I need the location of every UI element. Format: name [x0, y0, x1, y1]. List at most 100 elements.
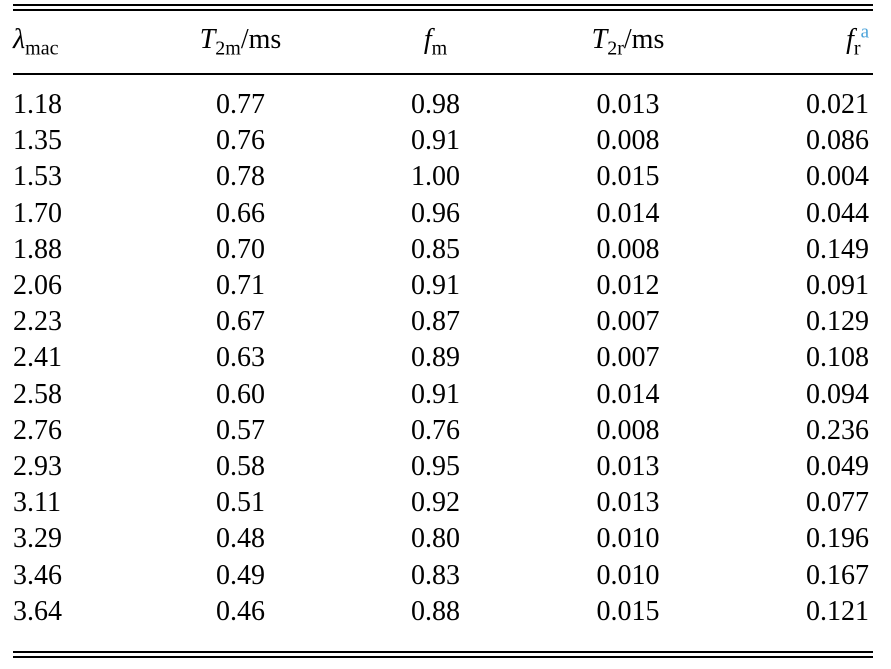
table-row: 2.23 0.67 0.87 0.007 0.129	[13, 304, 873, 340]
table-cell: 0.094	[806, 378, 869, 410]
table-cell: 3.64	[13, 595, 62, 627]
table-cell: 0.236	[806, 414, 869, 446]
table-cell: 0.95	[411, 451, 460, 483]
table-cell: 0.049	[806, 451, 869, 483]
table-cell: 1.88	[13, 233, 62, 265]
table-cell: 0.012	[596, 270, 660, 302]
table-cell: 0.013	[596, 487, 660, 519]
header-subscript: mac	[25, 37, 59, 60]
footnote-marker: a	[860, 21, 869, 43]
table-cell: 0.108	[806, 342, 869, 374]
header-subscript: 2r	[607, 37, 624, 60]
table-row: 3.29 0.48 0.80 0.010 0.196	[13, 521, 873, 557]
column-header-t2m: T2m/ms	[133, 11, 348, 75]
table-cell: 0.83	[411, 559, 460, 591]
table-row: 2.41 0.63 0.89 0.007 0.108	[13, 340, 873, 376]
table-cell: 0.88	[411, 595, 460, 627]
table-cell: 2.23	[13, 306, 62, 338]
header-symbol: f	[846, 23, 854, 55]
table-cell: 0.007	[596, 342, 660, 374]
table-cell: 0.008	[596, 233, 660, 265]
table-cell: 0.89	[411, 342, 460, 374]
table-cell: 0.008	[596, 414, 660, 446]
table-cell: 0.49	[216, 559, 265, 591]
table-cell: 0.91	[411, 378, 460, 410]
table-cell: 0.63	[216, 342, 265, 374]
table-container: λmac T2m/ms fm T2r/ms fra 1.18 0.77 0.98 0.…	[13, 4, 873, 659]
table-cell: 0.91	[411, 270, 460, 302]
table-cell: 0.48	[216, 523, 265, 555]
table-cell: 0.021	[806, 89, 869, 120]
table-cell: 2.06	[13, 270, 62, 302]
table-header: λmac T2m/ms fm T2r/ms fra	[13, 11, 873, 75]
table-cell: 1.18	[13, 89, 62, 120]
table-cell: 0.58	[216, 451, 265, 483]
table-cell: 3.29	[13, 523, 62, 555]
header-unit: /ms	[623, 23, 665, 55]
table-row: 3.46 0.49 0.83 0.010 0.167	[13, 558, 873, 594]
table-row: 1.88 0.70 0.85 0.008 0.149	[13, 232, 873, 268]
table-cell: 0.80	[411, 523, 460, 555]
table-cell: 0.76	[216, 125, 265, 157]
header-symbol: f	[423, 23, 432, 55]
header-subscript: 2m	[215, 37, 241, 60]
table-cell: 0.70	[216, 233, 265, 265]
table-cell: 0.077	[806, 487, 869, 519]
table-row: 3.64 0.46 0.88 0.015 0.121	[13, 594, 873, 651]
table-cell: 1.53	[13, 161, 62, 193]
table-cell: 0.013	[596, 451, 660, 483]
column-header-lambda-mac: λmac	[13, 11, 133, 75]
table-cell: 0.196	[806, 523, 869, 555]
header-subscript: r	[853, 37, 861, 60]
header-symbol: T	[199, 23, 216, 55]
table-cell: 0.014	[596, 378, 660, 410]
table-cell: 0.76	[411, 414, 460, 446]
table-cell: 0.92	[411, 487, 460, 519]
table-cell: 0.015	[596, 595, 660, 627]
table-row: 1.18 0.77 0.98 0.013 0.021	[13, 74, 873, 123]
table-cell: 0.67	[216, 306, 265, 338]
column-header-fr: fra	[733, 11, 873, 75]
table-cell: 0.004	[806, 161, 869, 193]
table-cell: 0.78	[216, 161, 265, 193]
table-cell: 2.93	[13, 451, 62, 483]
table-cell: 0.007	[596, 306, 660, 338]
table-cell: 0.77	[216, 89, 265, 120]
header-unit: /ms	[240, 23, 282, 55]
table-cell: 2.58	[13, 378, 62, 410]
table-cell: 0.091	[806, 270, 869, 302]
table-row: 1.53 0.78 1.00 0.015 0.004	[13, 159, 873, 195]
header-symbol: T	[591, 23, 608, 55]
table-row: 3.11 0.51 0.92 0.013 0.077	[13, 485, 873, 521]
table-body: 1.18 0.77 0.98 0.013 0.021 1.35 0.76 0.91 0.008 0…	[13, 74, 873, 651]
table-cell: 0.149	[806, 233, 869, 265]
table-cell: 0.010	[596, 523, 660, 555]
table-cell: 0.46	[216, 595, 265, 627]
table-cell: 0.98	[411, 89, 460, 120]
table-cell: 0.008	[596, 125, 660, 157]
relaxation-parameters-table: λmac T2m/ms fm T2r/ms fra 1.18 0.77 0.98 0.…	[13, 11, 873, 651]
table-cell: 0.87	[411, 306, 460, 338]
table-cell: 2.41	[13, 342, 62, 374]
table-cell: 3.11	[13, 487, 61, 519]
table-cell: 3.46	[13, 559, 62, 591]
table-cell: 1.70	[13, 197, 62, 229]
table-row: 2.58 0.60 0.91 0.014 0.094	[13, 377, 873, 413]
table-cell: 0.121	[806, 595, 869, 627]
table-cell: 0.014	[596, 197, 660, 229]
table-cell: 2.76	[13, 414, 62, 446]
table-row: 2.76 0.57 0.76 0.008 0.236	[13, 413, 873, 449]
table-cell: 0.60	[216, 378, 265, 410]
header-symbol: λ	[13, 23, 26, 55]
bottom-double-rule	[13, 651, 873, 659]
table-row: 2.93 0.58 0.95 0.013 0.049	[13, 449, 873, 485]
top-double-rule	[13, 4, 873, 11]
table-cell: 0.51	[216, 487, 265, 519]
table-cell: 0.66	[216, 197, 265, 229]
table-cell: 0.57	[216, 414, 265, 446]
table-cell: 0.086	[806, 125, 869, 157]
table-cell: 0.85	[411, 233, 460, 265]
header-row: λmac T2m/ms fm T2r/ms fra	[13, 11, 873, 75]
table-cell: 0.013	[596, 89, 660, 120]
table-row: 1.35 0.76 0.91 0.008 0.086	[13, 123, 873, 159]
